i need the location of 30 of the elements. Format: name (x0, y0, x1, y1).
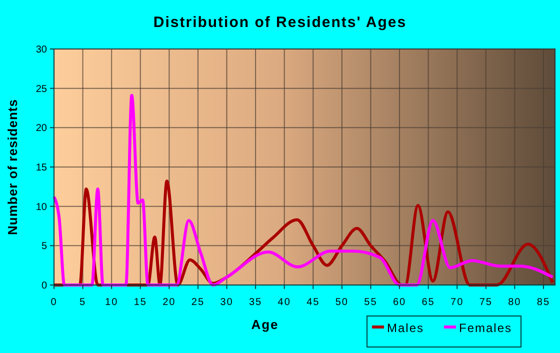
x-axis-title: Age (251, 317, 279, 332)
chart-title: Distribution of Residents' Ages (153, 14, 407, 31)
x-tick-label: 70 (450, 297, 464, 308)
x-tick-label: 50 (335, 297, 348, 308)
x-tick-label: 20 (162, 297, 176, 308)
x-tick-label: 40 (278, 297, 291, 308)
y-tick-label: 5 (41, 241, 48, 252)
x-tick-label: 25 (191, 297, 205, 308)
x-tick-label: 55 (364, 297, 378, 308)
x-tick-label: 15 (134, 297, 147, 308)
x-tick-label: 5 (80, 297, 86, 308)
legend-label: Females (459, 321, 512, 335)
x-tick-label: 85 (536, 297, 550, 308)
legend-label: Males (387, 321, 424, 335)
y-tick-label: 25 (36, 84, 48, 95)
x-tick-label: 35 (248, 297, 262, 308)
y-tick-label: 0 (41, 280, 48, 292)
y-tick-label: 20 (36, 123, 48, 134)
x-tick-label: 0 (50, 297, 58, 308)
x-tick-label: 30 (220, 297, 234, 308)
y-tick-label: 15 (36, 162, 48, 174)
x-tick-label: 75 (479, 297, 492, 308)
x-tick-label: 45 (306, 297, 320, 308)
y-tick-label: 30 (36, 44, 48, 56)
x-tick-label: 60 (392, 297, 406, 308)
x-tick-label: 10 (105, 297, 118, 308)
x-tick-label: 65 (422, 297, 435, 308)
x-tick-label: 80 (508, 297, 522, 308)
y-tick-label: 10 (36, 202, 48, 213)
y-axis-title: Number of residents (5, 99, 20, 235)
